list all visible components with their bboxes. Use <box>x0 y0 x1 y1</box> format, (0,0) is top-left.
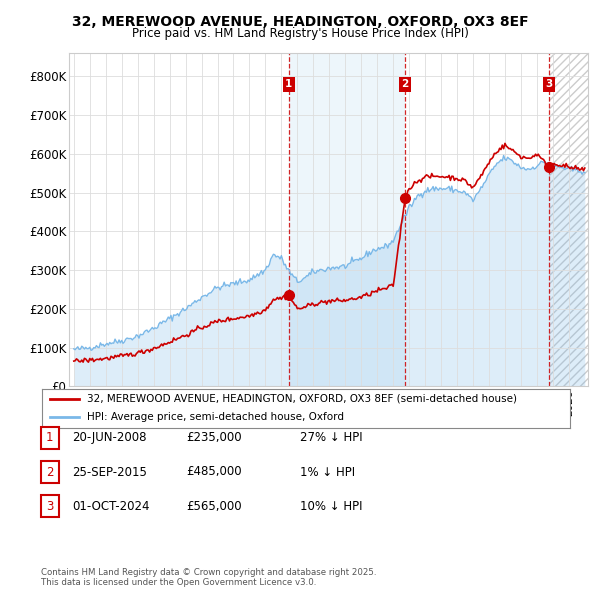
Text: 1% ↓ HPI: 1% ↓ HPI <box>300 466 355 478</box>
Text: 1: 1 <box>285 79 293 89</box>
Text: £565,000: £565,000 <box>186 500 242 513</box>
Text: 3: 3 <box>46 500 53 513</box>
Text: Contains HM Land Registry data © Crown copyright and database right 2025.
This d: Contains HM Land Registry data © Crown c… <box>41 568 376 587</box>
Text: 2: 2 <box>46 466 53 478</box>
Text: 32, MEREWOOD AVENUE, HEADINGTON, OXFORD, OX3 8EF (semi-detached house): 32, MEREWOOD AVENUE, HEADINGTON, OXFORD,… <box>87 394 517 404</box>
Text: 2: 2 <box>401 79 409 89</box>
Text: 32, MEREWOOD AVENUE, HEADINGTON, OXFORD, OX3 8EF: 32, MEREWOOD AVENUE, HEADINGTON, OXFORD,… <box>71 15 529 29</box>
Text: 01-OCT-2024: 01-OCT-2024 <box>72 500 149 513</box>
Text: 1: 1 <box>46 431 53 444</box>
Text: 27% ↓ HPI: 27% ↓ HPI <box>300 431 362 444</box>
Text: Price paid vs. HM Land Registry's House Price Index (HPI): Price paid vs. HM Land Registry's House … <box>131 27 469 40</box>
Text: HPI: Average price, semi-detached house, Oxford: HPI: Average price, semi-detached house,… <box>87 412 344 422</box>
Text: £235,000: £235,000 <box>186 431 242 444</box>
Text: 3: 3 <box>545 79 553 89</box>
Text: 10% ↓ HPI: 10% ↓ HPI <box>300 500 362 513</box>
Bar <box>289 53 405 386</box>
Text: £485,000: £485,000 <box>186 466 242 478</box>
Text: 20-JUN-2008: 20-JUN-2008 <box>72 431 146 444</box>
Text: 25-SEP-2015: 25-SEP-2015 <box>72 466 147 478</box>
